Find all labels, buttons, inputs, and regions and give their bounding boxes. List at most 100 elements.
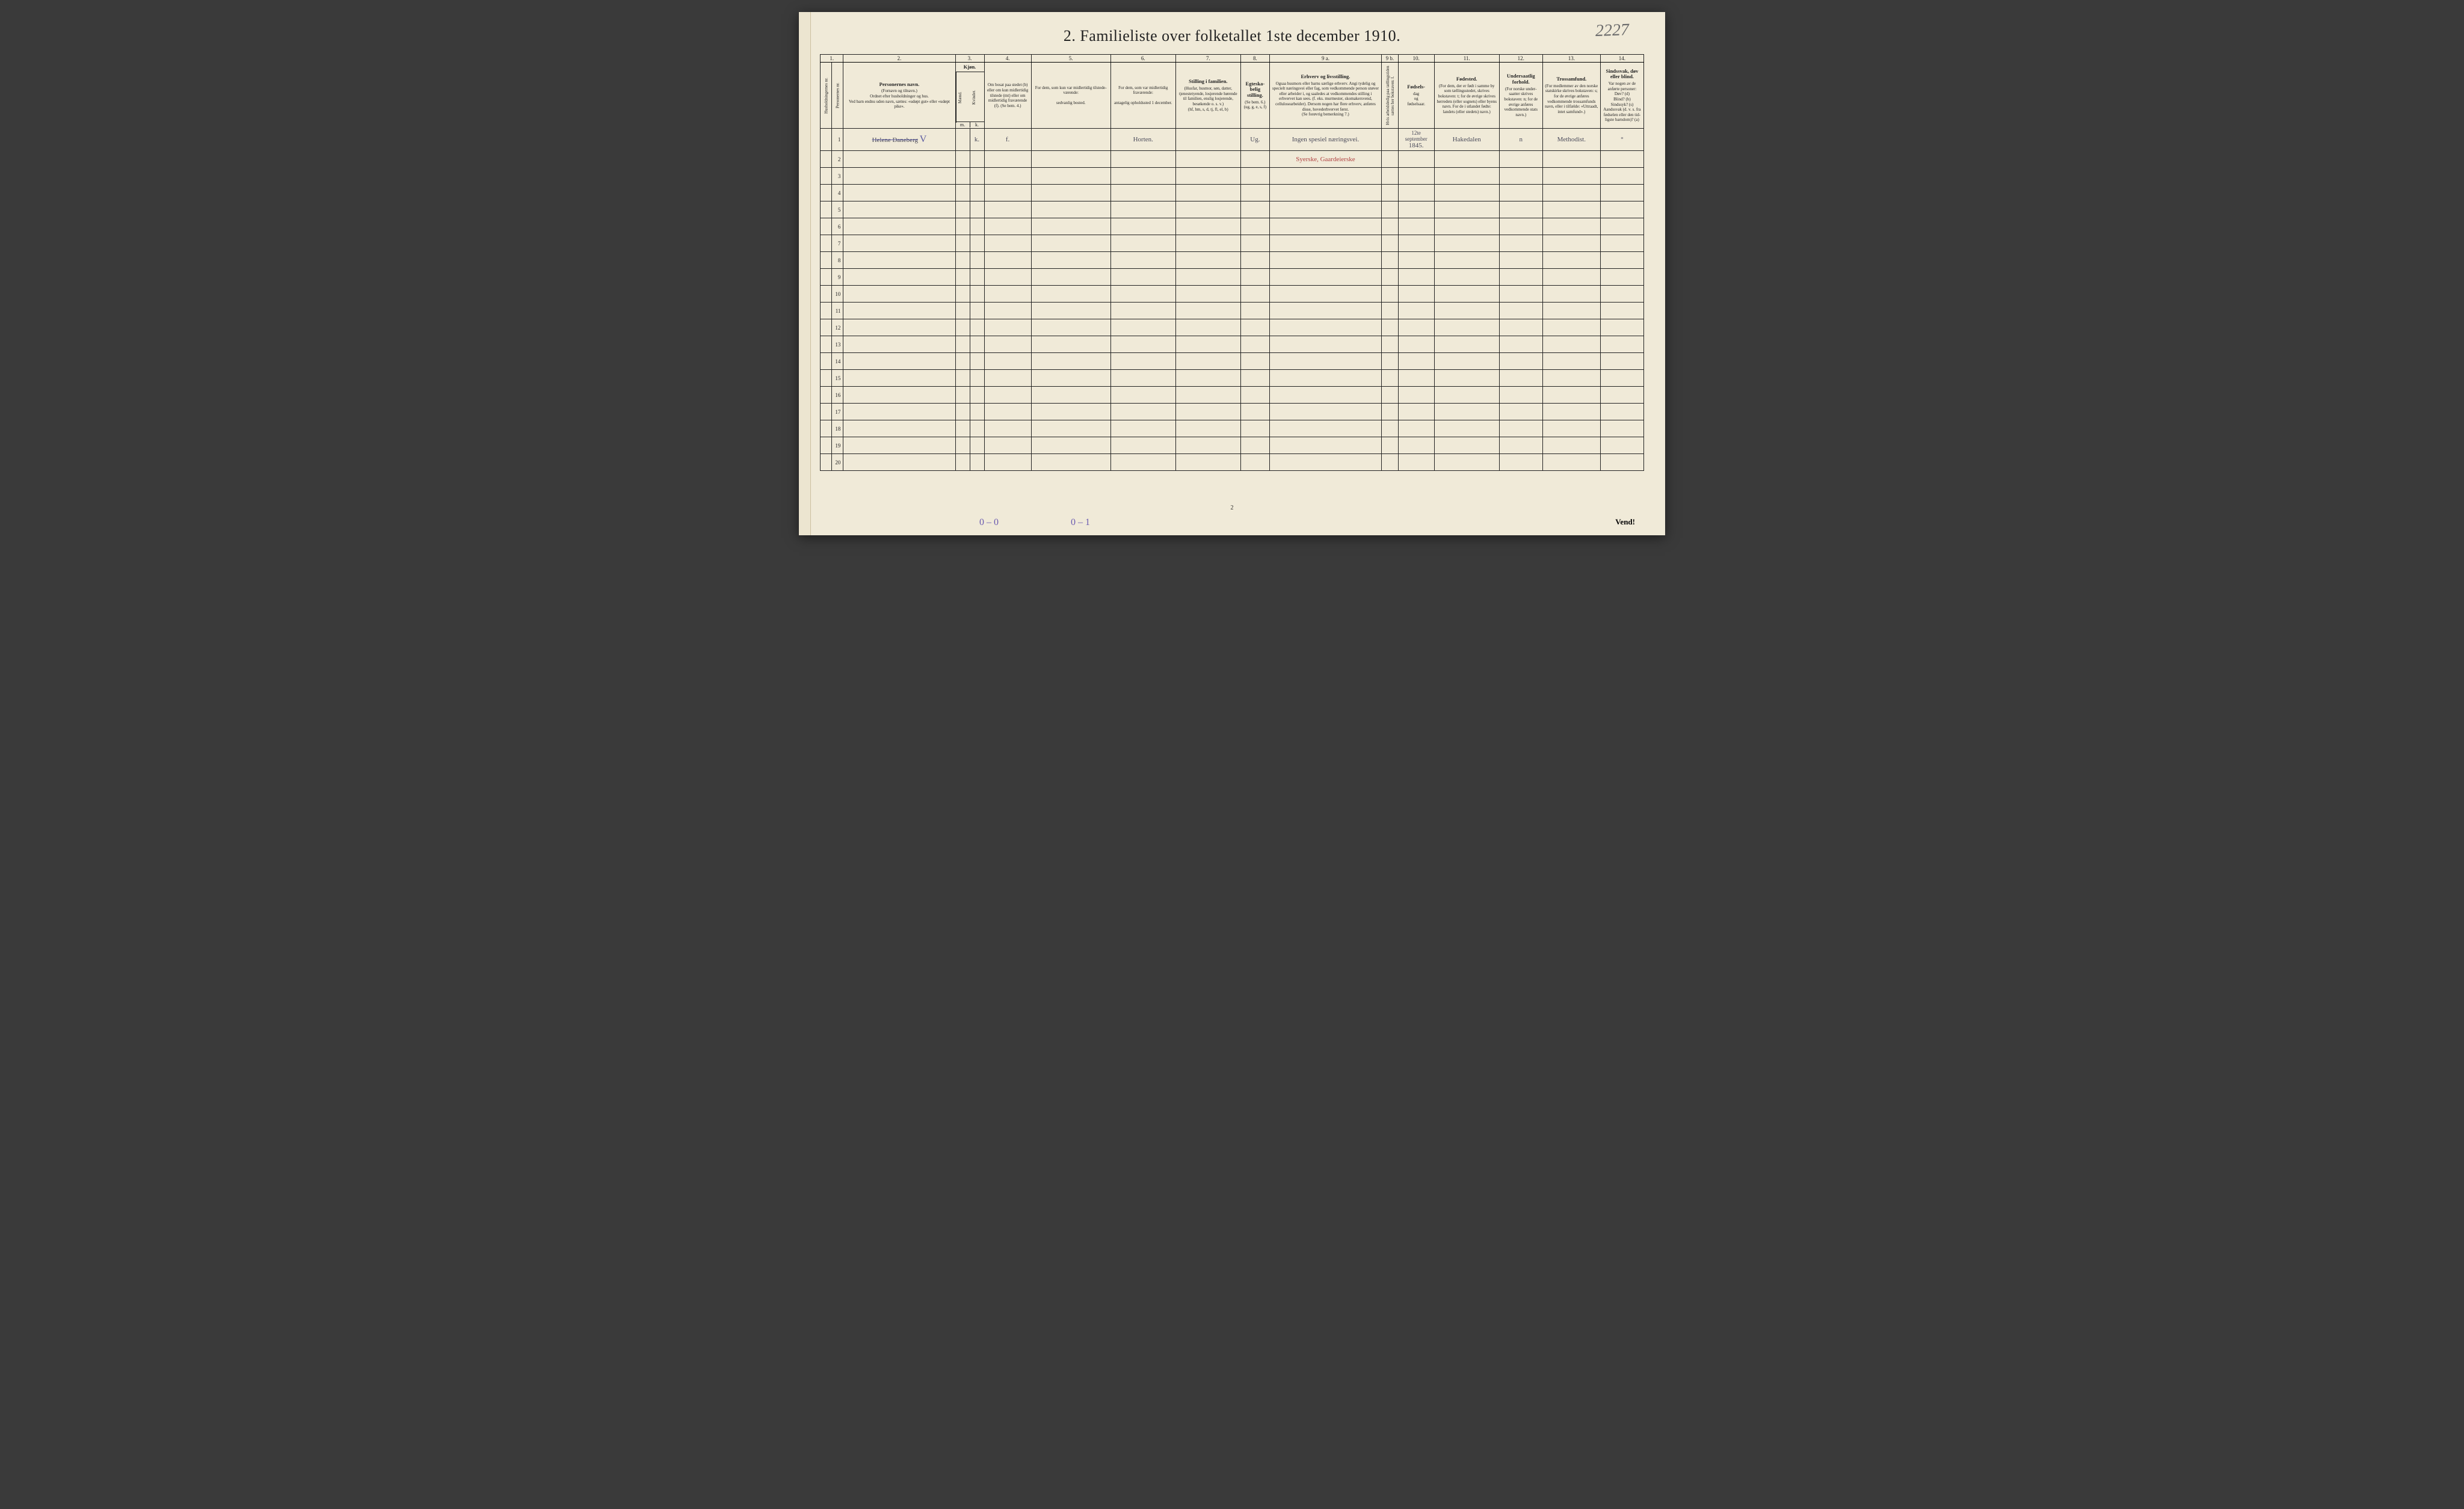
table-cell	[1499, 218, 1542, 235]
table-cell	[1542, 404, 1600, 420]
household-nr	[821, 185, 832, 201]
table-cell	[970, 151, 984, 168]
table-cell	[984, 168, 1031, 185]
table-cell	[1600, 404, 1643, 420]
col-header: Personernes nr.	[832, 63, 843, 129]
table-cell	[984, 269, 1031, 286]
table-cell	[1240, 151, 1269, 168]
table-cell	[1110, 370, 1175, 387]
table-cell	[1434, 185, 1499, 201]
table-cell	[1542, 336, 1600, 353]
table-cell	[1110, 336, 1175, 353]
table-cell	[1382, 201, 1399, 218]
table-cell	[984, 437, 1031, 454]
household-nr	[821, 420, 832, 437]
table-cell	[970, 420, 984, 437]
footer-handwritten-notes: 0 – 0 0 – 1	[979, 517, 1090, 528]
table-cell	[1269, 370, 1381, 387]
table-cell	[1434, 286, 1499, 303]
table-cell	[955, 252, 970, 269]
table-cell	[1175, 404, 1240, 420]
table-cell	[955, 454, 970, 471]
household-nr	[821, 252, 832, 269]
table-cell	[955, 201, 970, 218]
table-cell	[1398, 420, 1434, 437]
table-cell	[1110, 353, 1175, 370]
table-cell	[1499, 252, 1542, 269]
absent-location: Horten.	[1110, 129, 1175, 151]
table-cell	[1269, 286, 1381, 303]
table-cell	[1542, 454, 1600, 471]
household-nr	[821, 201, 832, 218]
table-cell	[1240, 218, 1269, 235]
table-cell	[1031, 303, 1110, 319]
table-cell	[843, 168, 955, 185]
table-cell	[1542, 319, 1600, 336]
table-cell	[1382, 353, 1399, 370]
household-nr	[821, 235, 832, 252]
table-cell	[1031, 420, 1110, 437]
table-cell	[843, 235, 955, 252]
table-cell	[1269, 201, 1381, 218]
table-cell	[1269, 336, 1381, 353]
table-cell	[1398, 404, 1434, 420]
table-row-empty: 14	[821, 353, 1644, 370]
table-cell	[1031, 319, 1110, 336]
table-cell	[1031, 201, 1110, 218]
table-cell	[1542, 151, 1600, 168]
table-cell	[955, 387, 970, 404]
col-header: Husholdningernes nr.	[821, 63, 832, 129]
table-cell	[1175, 269, 1240, 286]
table-cell	[1031, 252, 1110, 269]
table-cell	[1542, 235, 1600, 252]
page-number-printed: 2	[1231, 505, 1234, 511]
table-cell	[1269, 404, 1381, 420]
table-cell	[1542, 370, 1600, 387]
col-number: 11.	[1434, 55, 1499, 63]
table-cell	[1434, 218, 1499, 235]
table-cell	[1398, 201, 1434, 218]
table-cell	[1175, 303, 1240, 319]
usual-residence	[1031, 129, 1110, 151]
table-cell	[1398, 269, 1434, 286]
col-header: Sindssvak, døv eller blind.Var nogen av …	[1600, 63, 1643, 129]
table-row-empty: 5	[821, 201, 1644, 218]
col-number: 4.	[984, 55, 1031, 63]
table-cell	[1499, 151, 1542, 168]
table-cell	[843, 252, 955, 269]
table-cell	[1542, 353, 1600, 370]
table-cell	[1031, 404, 1110, 420]
col-header-kjon: Kjøn.Mænd.Kvinder.m.k.	[955, 63, 984, 129]
table-cell	[1434, 437, 1499, 454]
table-cell	[955, 286, 970, 303]
table-cell	[843, 151, 955, 168]
table-cell	[1110, 269, 1175, 286]
table-cell	[1382, 151, 1399, 168]
table-cell	[955, 218, 970, 235]
person-nr: 15	[832, 370, 843, 387]
table-row-empty: 20	[821, 454, 1644, 471]
table-row-empty: 9	[821, 269, 1644, 286]
table-cell	[1499, 286, 1542, 303]
table-cell	[1499, 404, 1542, 420]
table-row: 2Syerske, Gaardeierske	[821, 151, 1644, 168]
table-cell	[970, 437, 984, 454]
col-number: 6.	[1110, 55, 1175, 63]
table-cell	[1269, 218, 1381, 235]
table-cell	[1240, 404, 1269, 420]
table-cell	[955, 235, 970, 252]
table-cell	[1499, 168, 1542, 185]
table-row-empty: 11	[821, 303, 1644, 319]
person-nr: 6	[832, 218, 843, 235]
col-number: 1.	[821, 55, 843, 63]
table-cell	[1542, 218, 1600, 235]
table-cell	[1398, 353, 1434, 370]
col-header: Fødsels-dagogfødsels­aar.	[1398, 63, 1434, 129]
unemployed	[1382, 129, 1399, 151]
table-cell	[1434, 235, 1499, 252]
table-row-empty: 19	[821, 437, 1644, 454]
table-cell	[843, 269, 955, 286]
table-cell	[1382, 286, 1399, 303]
table-cell	[1031, 218, 1110, 235]
table-cell	[970, 168, 984, 185]
